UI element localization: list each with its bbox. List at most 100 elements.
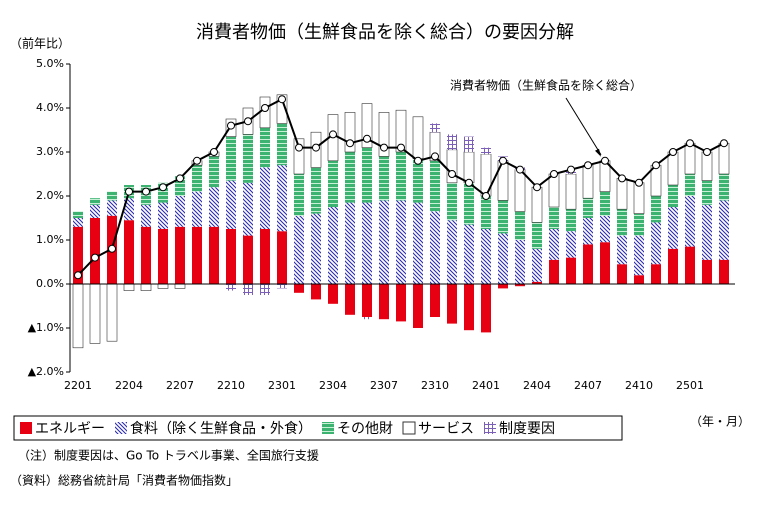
bar-segment: [362, 147, 372, 203]
bar-segment: [719, 174, 729, 201]
bar-segment: [192, 191, 202, 227]
bar-segment: [481, 196, 491, 229]
bar-segment: [514, 169, 526, 212]
bar-segment: [430, 284, 440, 317]
line-marker: [550, 170, 558, 178]
line-marker: [533, 183, 541, 192]
bar-segment: [243, 182, 253, 236]
x-tick-label: 2210: [217, 379, 245, 392]
bar-segment: [702, 180, 712, 205]
bar-segment: [396, 284, 406, 322]
line-marker: [142, 187, 150, 196]
line-marker: [227, 121, 235, 130]
bar-segment: [668, 248, 678, 284]
bar-segment: [106, 283, 118, 342]
bar-segment: [464, 224, 474, 284]
bar-segment: [124, 220, 134, 284]
line-marker: [363, 134, 371, 143]
annotation-arrow: [565, 97, 602, 156]
bar-segment: [395, 109, 407, 153]
bar-segment: [515, 284, 525, 287]
bar-segment: [73, 226, 83, 284]
line-marker: [329, 130, 337, 139]
line-marker: [125, 187, 133, 196]
bar-segment: [651, 222, 661, 265]
bar-segment: [701, 151, 713, 181]
arrow-head: [595, 148, 601, 157]
bar-segment: [277, 123, 287, 166]
bar-segment: [362, 317, 372, 320]
x-tick-label: 2401: [472, 379, 500, 392]
bar-segment: [107, 200, 117, 216]
bar-segment: [123, 283, 135, 291]
bar-segment: [464, 284, 474, 331]
bar-segment: [379, 156, 389, 201]
bar-segment: [498, 200, 508, 234]
bar-segment: [345, 202, 355, 284]
bar-segment: [294, 174, 304, 216]
bar-segment: [89, 283, 101, 344]
note: （注）制度要因は、Go To トラベル事業、全国旅行支援: [18, 448, 319, 463]
x-tick-label: 2201: [64, 379, 92, 392]
x-axis-label: （年・月）: [690, 415, 750, 429]
note: （資料）総務省統計局「消費者物価指数」: [10, 473, 238, 488]
bar-segment: [719, 200, 729, 260]
bar-segment: [583, 218, 593, 245]
x-tick-label: 2310: [421, 379, 449, 392]
bar-segment: [583, 198, 593, 218]
line-marker: [720, 139, 728, 148]
x-tick-label: 2410: [625, 379, 653, 392]
bar-segment: [718, 142, 730, 175]
legend-swatch: [402, 421, 416, 435]
line-marker: [618, 174, 626, 183]
legend-box: [13, 415, 623, 441]
bar-segment: [413, 158, 423, 203]
bar-segment: [277, 231, 287, 284]
line-marker: [261, 104, 269, 112]
bar-segment: [328, 160, 338, 207]
bar-segment: [464, 136, 474, 152]
bar-segment: [226, 136, 236, 181]
bar-segment: [175, 176, 185, 196]
bar-segment: [481, 229, 491, 284]
bar-segment: [685, 174, 695, 196]
line-marker: [74, 271, 82, 280]
bar-segment: [90, 204, 100, 218]
y-axis-label: （前年比）: [10, 36, 70, 51]
bar-segment: [158, 182, 168, 203]
bar-segment: [362, 284, 372, 317]
y-tick-label: 0.0%: [36, 277, 64, 290]
line-marker: [278, 95, 286, 104]
bar-segment: [634, 235, 644, 276]
bar-segment: [600, 242, 610, 284]
y-tick-label: ▲1.0%: [28, 321, 64, 334]
x-tick-label: 2404: [523, 379, 551, 392]
bar-segment: [668, 185, 678, 207]
bar-segment: [396, 200, 406, 284]
bar-segment: [531, 186, 543, 223]
bar-segment: [175, 226, 185, 284]
line-marker: [346, 139, 354, 148]
bar-segment: [684, 142, 696, 175]
bar-segment: [583, 244, 593, 284]
bar-segment: [582, 164, 594, 199]
line-marker: [159, 183, 167, 192]
bar-segment: [463, 151, 475, 184]
bar-segment: [226, 180, 236, 229]
bar-segment: [515, 240, 525, 284]
bar-segment: [633, 182, 645, 214]
bar-segment: [566, 257, 576, 284]
bar-segment: [548, 173, 560, 208]
bar-segment: [175, 196, 185, 227]
bar-segment: [157, 283, 169, 289]
line-annotation: 消費者物価（生鮮食品を除く総合）: [450, 78, 642, 93]
bar-segment: [446, 149, 458, 184]
bar-segment: [260, 167, 270, 229]
bar-segment: [600, 191, 610, 216]
bar-segment: [140, 283, 152, 291]
bar-segment: [124, 198, 134, 221]
bar-segment: [192, 165, 202, 192]
line-marker: [210, 148, 218, 156]
x-tick-label: 2407: [574, 379, 602, 392]
